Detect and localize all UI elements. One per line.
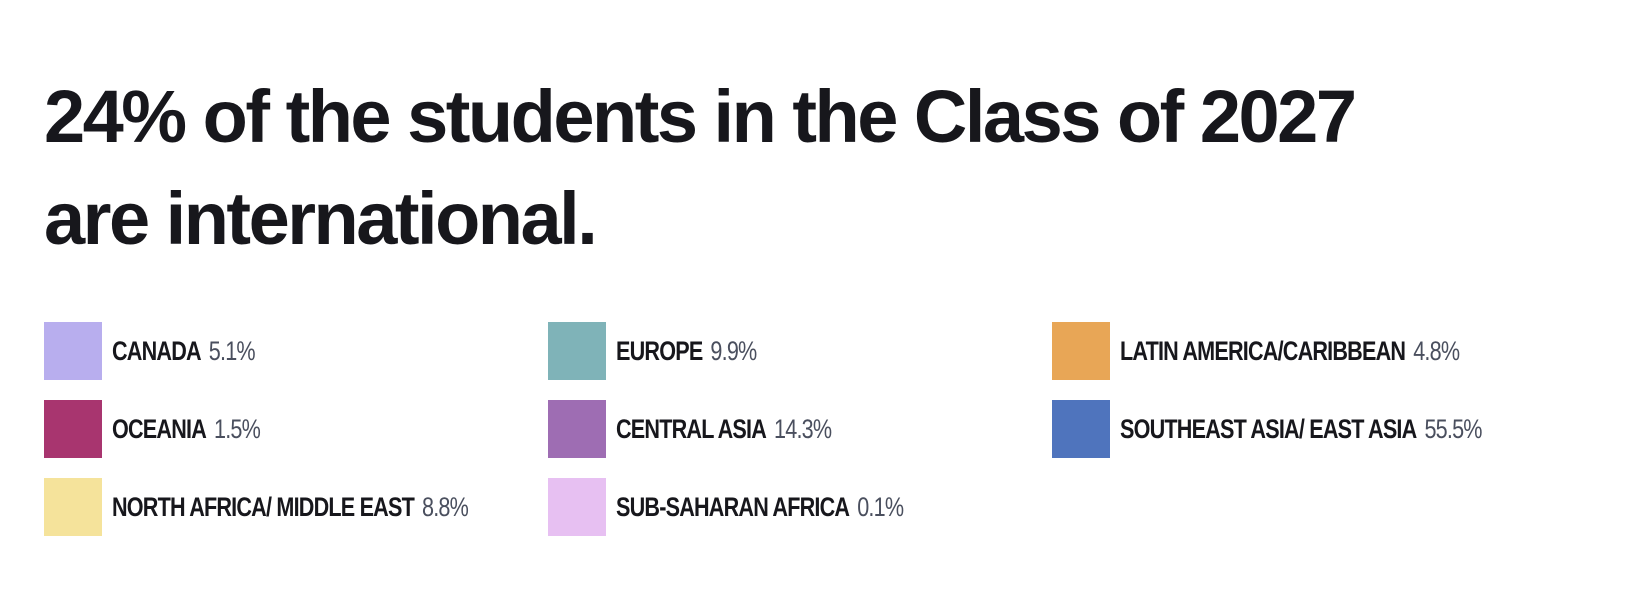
legend-text: CANADA 5.1%	[112, 335, 256, 367]
legend-text: NORTH AFRICA/ MIDDLE EAST 8.8%	[112, 491, 469, 523]
legend-item: OCEANIA 1.5%	[44, 400, 548, 458]
region-value: 1.5%	[214, 413, 261, 444]
region-value: 55.5%	[1424, 413, 1482, 444]
region-label: CANADA	[112, 335, 202, 366]
swatch	[548, 400, 606, 458]
legend-item: SUB-SAHARAN AFRICA 0.1%	[548, 478, 1052, 536]
region-label: LATIN AMERICA/CARIBBEAN	[1120, 335, 1406, 366]
swatch	[548, 478, 606, 536]
title: 24% of the students in the Class of 2027…	[44, 66, 1357, 270]
legend: CANADA 5.1% EUROPE 9.9% LATIN AMERICA/CARIBB…	[44, 322, 1556, 536]
swatch	[44, 400, 102, 458]
legend-item: SOUTHEAST ASIA/ EAST ASIA 55.5%	[1052, 400, 1556, 458]
region-label: SOUTHEAST ASIA/ EAST ASIA	[1120, 413, 1417, 444]
region-value: 8.8%	[421, 491, 469, 522]
region-label: CENTRAL ASIA	[616, 413, 767, 444]
legend-item: NORTH AFRICA/ MIDDLE EAST 8.8%	[44, 478, 548, 536]
region-value: 0.1%	[857, 491, 904, 522]
swatch	[548, 322, 606, 380]
swatch	[1052, 322, 1110, 380]
region-value: 9.9%	[710, 335, 757, 366]
region-label: OCEANIA	[112, 413, 207, 444]
swatch	[44, 322, 102, 380]
legend-text: OCEANIA 1.5%	[112, 413, 261, 445]
legend-text: SOUTHEAST ASIA/ EAST ASIA 55.5%	[1120, 414, 1482, 445]
legend-item: EUROPE 9.9%	[548, 322, 1052, 380]
swatch	[1052, 400, 1110, 458]
region-value: 5.1%	[208, 335, 256, 366]
title-line: 24% of the students in the Class of 2027	[44, 75, 1357, 158]
title-line: are international.	[44, 177, 598, 260]
legend-item: LATIN AMERICA/CARIBBEAN 4.8%	[1052, 322, 1556, 380]
region-value: 4.8%	[1413, 335, 1460, 366]
region-value: 14.3%	[774, 413, 832, 444]
swatch	[44, 478, 102, 536]
legend-text: SUB-SAHARAN AFRICA 0.1%	[616, 491, 904, 523]
region-label: SUB-SAHARAN AFRICA	[616, 491, 850, 522]
region-label: EUROPE	[616, 335, 703, 366]
legend-text: CENTRAL ASIA 14.3%	[616, 413, 832, 445]
legend-text: EUROPE 9.9%	[616, 335, 757, 367]
legend-text: LATIN AMERICA/CARIBBEAN 4.8%	[1120, 335, 1460, 367]
region-label: NORTH AFRICA/ MIDDLE EAST	[112, 491, 415, 522]
legend-item: CANADA 5.1%	[44, 322, 548, 380]
legend-item: CENTRAL ASIA 14.3%	[548, 400, 1052, 458]
